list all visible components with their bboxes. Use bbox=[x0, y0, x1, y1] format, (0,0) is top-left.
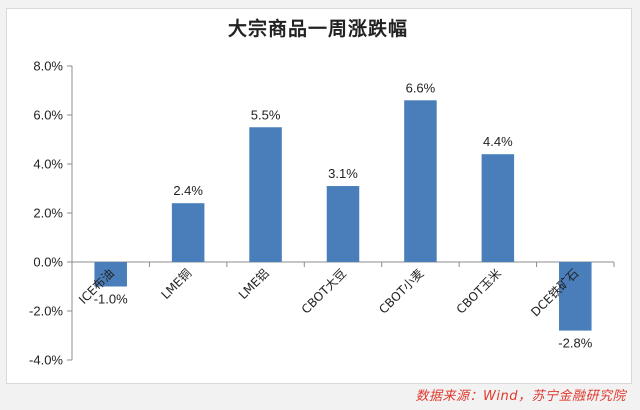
y-tick-label: 8.0% bbox=[33, 59, 63, 74]
y-tick-label: 4.0% bbox=[33, 157, 63, 172]
data-label: 4.4% bbox=[483, 134, 513, 149]
bar bbox=[326, 186, 360, 262]
bar bbox=[559, 262, 592, 331]
bar bbox=[481, 154, 515, 262]
category-label: CBOT小麦 bbox=[376, 266, 426, 316]
data-label: -2.8% bbox=[558, 336, 592, 351]
bar bbox=[404, 100, 437, 262]
category-label: CBOT玉米 bbox=[454, 266, 504, 316]
bar bbox=[171, 203, 205, 262]
data-label: 3.1% bbox=[328, 166, 358, 181]
chart-frame bbox=[6, 8, 632, 384]
category-label: LME铜 bbox=[158, 266, 195, 303]
data-label: 5.5% bbox=[251, 107, 281, 122]
data-label: -1.0% bbox=[94, 292, 128, 307]
y-tick-label: -4.0% bbox=[29, 353, 63, 368]
y-tick-label: -2.0% bbox=[29, 304, 63, 319]
bar bbox=[94, 262, 127, 287]
chart-title: 大宗商品一周涨跌幅 bbox=[227, 18, 408, 40]
data-label: 6.6% bbox=[406, 80, 436, 95]
category-label: LME铝 bbox=[235, 266, 272, 303]
source-note: 数据来源：Wind，苏宁金融研究院 bbox=[415, 389, 626, 404]
y-tick-label: 0.0% bbox=[33, 255, 63, 270]
bar bbox=[249, 127, 282, 262]
y-tick-label: 2.0% bbox=[33, 206, 63, 221]
data-label: 2.4% bbox=[173, 183, 203, 198]
y-tick-label: 6.0% bbox=[33, 108, 63, 123]
category-label: CBOT大豆 bbox=[299, 266, 349, 316]
